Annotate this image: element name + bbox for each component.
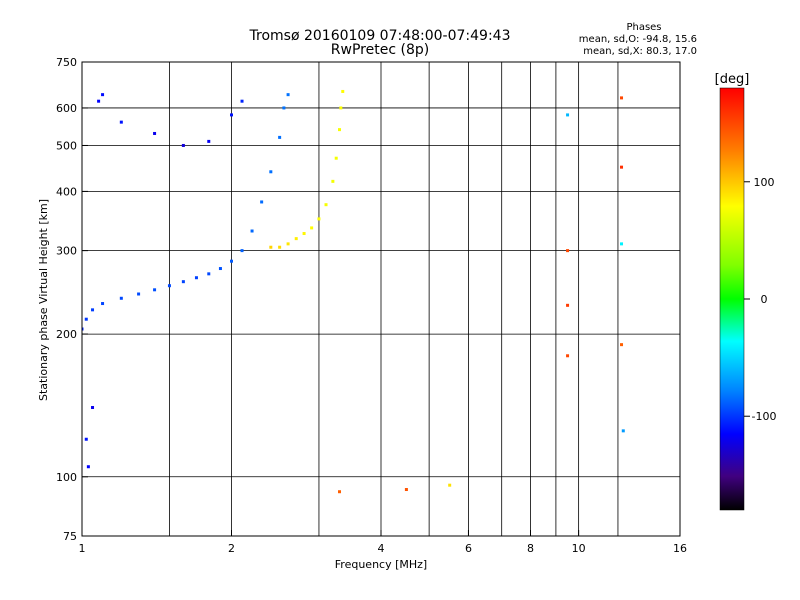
data-point-x bbox=[278, 245, 282, 249]
x-tick-label: 2 bbox=[228, 542, 235, 555]
data-point-x bbox=[404, 488, 408, 492]
data-point-o bbox=[82, 327, 84, 331]
data-point-x bbox=[339, 106, 343, 110]
data-point-o bbox=[240, 249, 244, 253]
stats-x: mean, sd,X: 80.3, 17.0 bbox=[583, 46, 697, 57]
data-point-x bbox=[566, 354, 570, 358]
data-point-o bbox=[230, 259, 233, 263]
data-point-x bbox=[269, 245, 273, 249]
data-point-o bbox=[269, 170, 273, 174]
data-point-o bbox=[278, 135, 282, 139]
data-point-o bbox=[101, 302, 105, 306]
data-point-o bbox=[153, 131, 157, 135]
x-tick-label: 8 bbox=[527, 542, 534, 555]
data-point-x bbox=[324, 203, 328, 207]
data-point-o bbox=[84, 437, 88, 441]
y-tick-label: 750 bbox=[56, 56, 77, 69]
x-tick-label: 16 bbox=[673, 542, 687, 555]
data-point-x bbox=[317, 217, 321, 221]
data-point-x bbox=[302, 232, 306, 236]
colorbar-ticks: 100 0 -100 bbox=[744, 176, 776, 423]
data-point-x bbox=[448, 483, 452, 487]
data-point-x bbox=[566, 113, 570, 117]
y-tick-label: 100 bbox=[56, 471, 77, 484]
colorbar bbox=[719, 87, 745, 511]
data-point-o bbox=[207, 272, 211, 276]
axis-ticks: 1 2 4 6 8 10 16 75 100 200 300 400 500 600 750 bbox=[56, 56, 687, 555]
x-tick-label: 1 bbox=[79, 542, 86, 555]
x-axis-label: Frequency [MHz] bbox=[335, 558, 427, 571]
data-point-o bbox=[91, 308, 95, 312]
data-point-x bbox=[566, 303, 570, 307]
data-point-x bbox=[620, 96, 624, 100]
data-point-x bbox=[310, 226, 314, 230]
colorbar-label: [deg] bbox=[715, 72, 750, 87]
data-points bbox=[82, 89, 625, 494]
x-tick-label: 6 bbox=[465, 542, 472, 555]
data-point-o bbox=[207, 139, 211, 143]
y-tick-label: 400 bbox=[56, 185, 77, 198]
data-point-o bbox=[153, 288, 157, 292]
data-point-o bbox=[181, 143, 185, 147]
y-axis-label: Stationary phase Virtual Height [km] bbox=[37, 199, 50, 401]
data-point-o bbox=[119, 120, 123, 124]
data-point-x bbox=[341, 89, 345, 93]
data-point-o bbox=[282, 106, 286, 110]
data-point-o bbox=[250, 229, 254, 233]
data-point-o bbox=[218, 267, 222, 271]
colorbar-tick-label: -100 bbox=[752, 410, 777, 423]
y-tick-label: 200 bbox=[56, 328, 77, 341]
y-tick-label: 300 bbox=[56, 245, 77, 258]
colorbar-tick-label: 0 bbox=[761, 293, 768, 306]
data-point-o bbox=[194, 276, 198, 280]
data-point-x bbox=[286, 242, 290, 246]
y-tick-label: 500 bbox=[56, 139, 77, 152]
data-point-o bbox=[137, 292, 141, 296]
x-tick-label: 10 bbox=[572, 542, 586, 555]
y-tick-label: 600 bbox=[56, 102, 77, 115]
y-tick-label: 75 bbox=[63, 530, 77, 543]
chart-title: Tromsø 20160109 07:48:00-07:49:43 bbox=[249, 28, 511, 44]
data-point-o bbox=[101, 93, 105, 97]
data-point-x bbox=[620, 165, 624, 169]
data-point-x bbox=[331, 179, 335, 183]
data-point-x bbox=[294, 237, 298, 241]
data-point-x bbox=[621, 429, 625, 433]
data-point-o bbox=[230, 113, 233, 117]
data-point-o bbox=[240, 99, 244, 103]
data-point-o bbox=[181, 280, 185, 284]
data-point-o bbox=[167, 284, 171, 288]
data-point-x bbox=[566, 249, 570, 253]
stats-o: mean, sd,O: -94.8, 15.6 bbox=[579, 34, 697, 45]
data-point-o bbox=[97, 99, 101, 103]
data-point-o bbox=[84, 317, 88, 321]
data-point-o bbox=[91, 406, 95, 410]
data-point-x bbox=[620, 343, 624, 347]
data-point-o bbox=[119, 296, 123, 300]
data-point-o bbox=[286, 93, 290, 97]
colorbar-tick-label: 100 bbox=[754, 176, 775, 189]
grid-lines bbox=[82, 62, 681, 536]
data-point-o bbox=[260, 200, 264, 204]
data-point-x bbox=[620, 242, 624, 246]
data-point-o bbox=[86, 465, 90, 469]
data-point-x bbox=[338, 128, 342, 132]
chart-subtitle: RwPretec (8p) bbox=[331, 42, 429, 58]
stats-title: Phases bbox=[626, 22, 661, 33]
data-point-x bbox=[334, 156, 338, 160]
data-point-x bbox=[338, 490, 342, 494]
x-tick-label: 4 bbox=[378, 542, 385, 555]
